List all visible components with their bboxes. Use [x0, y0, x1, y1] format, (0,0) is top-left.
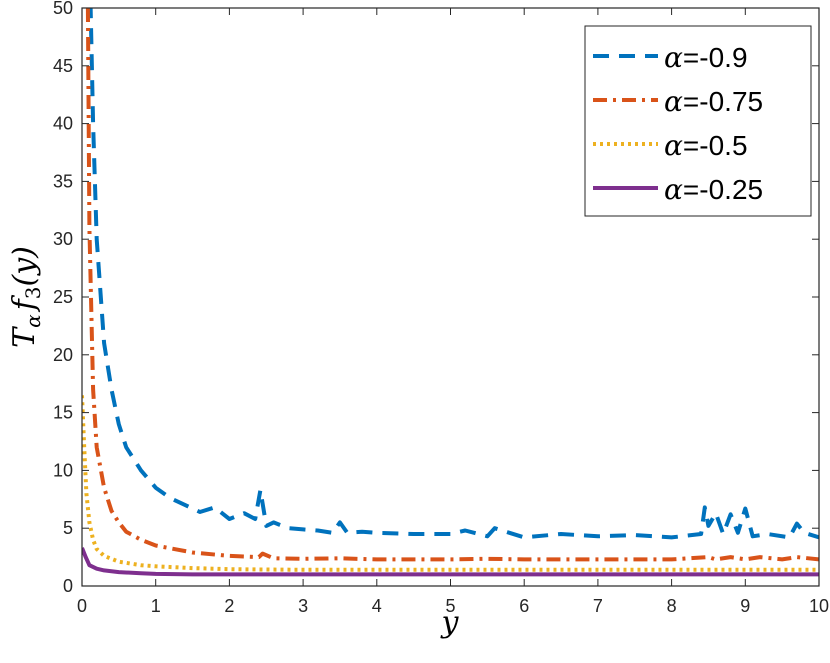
x-tick-label: 9 [740, 596, 750, 616]
series-line-4 [82, 547, 819, 577]
y-tick-label: 20 [53, 345, 73, 365]
x-tick-label: 8 [667, 596, 677, 616]
series-line-2 [85, 8, 819, 562]
x-tick-label: 2 [224, 596, 234, 616]
series-layer [82, 8, 819, 577]
y-tick-label: 45 [53, 56, 73, 76]
legend-label-4: α=-0.25 [664, 173, 763, 206]
x-tick-label: 5 [445, 596, 455, 616]
legend: α=-0.9 α=-0.75 α=-0.5 α=-0.25 [584, 25, 812, 217]
y-tick-label: 35 [53, 171, 73, 191]
x-tick-label: 10 [809, 596, 829, 616]
y-tick-label: 10 [53, 460, 73, 480]
y-tick-label: 40 [53, 114, 73, 134]
legend-label-3: α=-0.5 [664, 129, 748, 162]
legend-label-1: α=-0.9 [664, 41, 748, 74]
y-tick-label: 50 [53, 0, 73, 18]
y-tick-label: 0 [63, 576, 73, 596]
y-tick-label: 5 [63, 518, 73, 538]
series-line-3 [82, 395, 819, 572]
y-tick-label: 30 [53, 229, 73, 249]
x-tick-label: 4 [372, 596, 382, 616]
x-tick-label: 6 [519, 596, 529, 616]
y-tick-label: 25 [53, 287, 73, 307]
y-tick-label: 15 [53, 403, 73, 423]
x-tick-label: 0 [77, 596, 87, 616]
x-axis-label: y [440, 605, 460, 640]
x-tick-label: 1 [151, 596, 161, 616]
y-axis-label: Tαf3(y) [7, 246, 45, 348]
x-tick-label: 7 [593, 596, 603, 616]
x-axis: 0 1 2 3 4 5 6 7 8 9 10 [77, 8, 829, 616]
y-axis: 0 5 10 15 20 25 30 35 40 45 50 [53, 0, 819, 596]
legend-label-2: α=-0.75 [664, 85, 763, 118]
series-line-1 [88, 8, 819, 540]
x-tick-label: 3 [298, 596, 308, 616]
